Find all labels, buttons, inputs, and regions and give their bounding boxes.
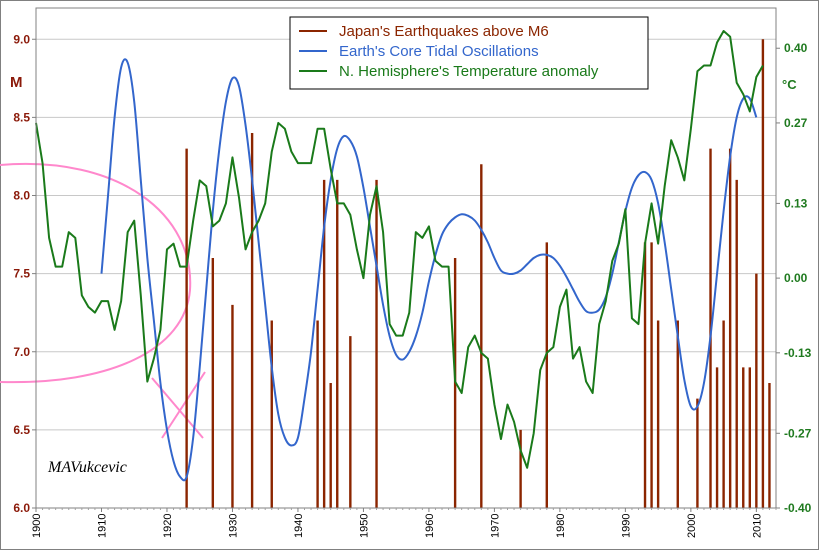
earthquake-bar-1994 xyxy=(650,242,653,508)
earthquake-bar-1946 xyxy=(336,179,339,508)
earthquake-bar-1995 xyxy=(656,320,660,508)
earthquake-bar-1948 xyxy=(349,336,352,508)
x-tick-label-1: 1910 xyxy=(96,514,108,538)
earthquake-bar-2009 xyxy=(748,367,752,508)
x-tick-label-10: 2000 xyxy=(686,514,698,538)
x-tick-label-0: 1900 xyxy=(31,514,43,538)
earthquake-bar-2010 xyxy=(755,273,758,508)
legend: Japan's Earthquakes above M6 Earth's Cor… xyxy=(289,16,649,90)
left-tick-label-0: 6.0 xyxy=(13,501,30,515)
earthquake-bar-2012 xyxy=(768,383,771,508)
right-tick-label-3: 0.00 xyxy=(784,271,808,285)
legend-box xyxy=(289,16,649,90)
author-signature: MAVukcevic xyxy=(47,459,127,476)
earthquake-bar-1923 xyxy=(185,148,188,508)
right-tick-label-0: -0.40 xyxy=(784,501,812,515)
x-tick-label-5: 1950 xyxy=(358,514,370,538)
left-tick-label-3: 7.5 xyxy=(13,267,30,281)
right-tick-label-6: 0.40 xyxy=(784,41,808,55)
x-tick-label-11: 2010 xyxy=(751,514,763,538)
earthquake-bar-2007 xyxy=(735,179,738,508)
left-axis-unit: M xyxy=(10,74,23,91)
earthquake-bar-2006 xyxy=(728,148,732,508)
earthquake-bar-1968 xyxy=(480,164,483,508)
earthquake-bar-1927 xyxy=(211,258,215,508)
legend-item-tidal: Earth's Core Tidal Oscillations xyxy=(339,43,539,60)
earthquake-bar-1978 xyxy=(545,242,548,508)
right-tick-label-5: 0.27 xyxy=(784,116,808,130)
x-tick-label-7: 1970 xyxy=(489,514,501,538)
earthquake-bar-1993 xyxy=(643,242,647,508)
plot-frame xyxy=(35,7,777,509)
earthquake-bar-1952 xyxy=(375,179,378,508)
axis-ticks: 6.0 6.5 7.0 7.5 8.0 8.5 9.0 -0.40 -0.27 -0.13 0.00… xyxy=(13,32,811,538)
x-tick-label-2: 1920 xyxy=(162,514,174,538)
earthquake-bar-1944 xyxy=(322,179,326,508)
left-tick-label-4: 8.0 xyxy=(13,189,30,203)
earthquake-bar-1936 xyxy=(270,320,273,508)
left-tick-label-6: 9.0 xyxy=(13,32,30,46)
earthquake-bar-2001 xyxy=(696,398,699,508)
earthquake-bar-2005 xyxy=(722,320,725,508)
x-tick-label-3: 1930 xyxy=(227,514,239,538)
earthquake-bar-1930 xyxy=(231,304,234,508)
earthquake-bar-2004 xyxy=(715,367,719,508)
earthquake-bar-1933 xyxy=(250,133,254,508)
x-tick-label-4: 1940 xyxy=(293,514,305,538)
temperature-anomaly-line xyxy=(35,29,764,469)
series-lines xyxy=(35,29,764,482)
x-tick-label-8: 1980 xyxy=(555,514,567,538)
left-tick-label-1: 6.5 xyxy=(13,423,30,437)
left-tick-label-5: 8.5 xyxy=(13,110,30,124)
right-tick-label-4: 0.13 xyxy=(784,196,808,210)
legend-item-temperature: N. Hemisphere's Temperature anomaly xyxy=(339,63,599,80)
tidal-oscillation-line xyxy=(100,58,758,482)
right-axis-unit: °C xyxy=(782,77,797,92)
x-tick-label-9: 1990 xyxy=(620,514,632,538)
earthquake-bar-1974 xyxy=(519,429,522,508)
earthquake-bar-2008 xyxy=(742,367,745,508)
earthquake-bar-2011 xyxy=(761,39,765,508)
earthquake-bar-1945 xyxy=(329,383,332,508)
x-tick-label-6: 1960 xyxy=(424,514,436,538)
left-tick-label-2: 7.0 xyxy=(13,345,30,359)
earthquake-bar-1998 xyxy=(676,320,679,508)
right-tick-label-2: -0.13 xyxy=(784,346,812,360)
legend-item-earthquakes: Japan's Earthquakes above M6 xyxy=(339,23,549,40)
right-tick-label-1: -0.27 xyxy=(784,426,812,440)
earthquake-bar-1943 xyxy=(316,320,319,508)
annotation-arc xyxy=(0,162,192,384)
